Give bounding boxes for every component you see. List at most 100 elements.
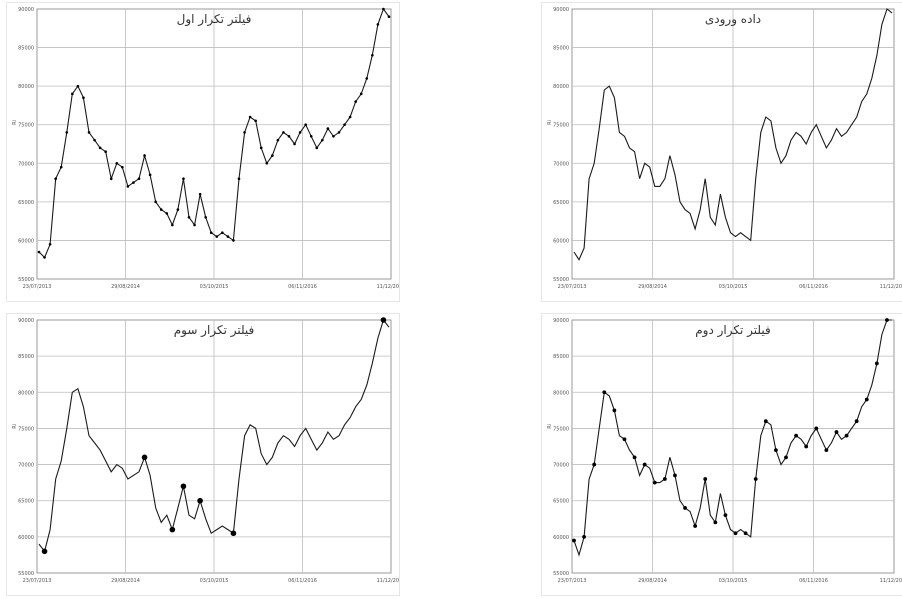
data-point [141,454,148,461]
x-tick-label: 03/10/2015 [200,578,229,584]
data-point [337,131,341,134]
y-tick-label: 80000 [553,84,569,90]
data-point [93,138,96,142]
data-point [622,437,627,442]
y-tick-label: 90000 [18,318,34,324]
data-point [165,212,169,215]
data-point [824,448,829,453]
data-point [343,123,346,127]
chart-title: فیلتر تکرار دوم [695,323,771,338]
data-point [98,146,102,150]
data-point [159,208,163,211]
data-point [683,506,687,510]
data-point [348,115,352,119]
data-point [298,131,302,134]
data-point [171,223,174,227]
data-point [784,455,788,460]
data-point [321,138,324,142]
y-tick-label: 85000 [553,354,569,360]
data-point [215,235,219,238]
data-point [148,173,152,177]
data-point [248,115,252,119]
y-tick-label: 55000 [18,571,34,577]
x-tick-label: 11/12/2017 [880,578,902,584]
data-point [126,185,130,188]
data-point [115,161,119,165]
y-tick-label: 70000 [553,463,569,469]
data-point [76,84,80,88]
y-axis-label: Ri [547,120,553,125]
data-point [874,361,879,366]
data-point [137,177,141,181]
data-point [332,134,335,138]
chart-panel-first-filter: 55000 60000 65000 70000 75000 80000 85000 90000… [6,2,400,302]
y-tick-label: 90000 [18,7,34,13]
data-point [169,526,176,533]
data-point [271,154,274,157]
chart-title: داده ورودی [705,12,761,27]
y-tick-label: 80000 [553,390,569,396]
x-tick-label: 29/08/2014 [111,578,140,584]
data-point [804,444,809,449]
y-tick-label: 80000 [18,390,34,396]
y-tick-label: 65000 [18,499,34,505]
chart-title: فیلتر تکرار سوم [174,323,255,338]
y-tick-label: 55000 [553,571,569,577]
data-point [43,256,46,259]
data-point [834,430,839,434]
data-point [221,231,224,235]
y-tick-label: 60000 [18,535,34,541]
y-tick-label: 65000 [553,499,569,505]
y-tick-label: 90000 [553,7,569,13]
data-point [154,200,157,204]
data-point [282,131,285,134]
series-line [573,8,893,261]
y-axis-label: Ri [12,120,18,125]
data-point [237,177,241,181]
data-point [65,131,69,134]
y-tick-label: 55000 [553,277,569,283]
y-tick-label: 70000 [18,463,34,469]
data-point [376,23,380,26]
data-point [41,548,48,555]
x-tick-label: 29/08/2014 [638,284,667,290]
x-tick-label: 11/12/2017 [377,578,399,584]
data-point [743,531,748,536]
x-tick-label: 23/07/2013 [23,578,52,584]
series-line [38,7,390,259]
x-tick-label: 11/12/2017 [880,284,902,290]
data-point [693,524,698,528]
data-point [287,134,291,138]
data-point [243,131,246,134]
data-point [763,419,768,424]
data-point [713,520,718,525]
chart-panel-third-filter: 55000 60000 65000 70000 75000 80000 85000 90000… [6,313,400,596]
data-point [82,96,85,100]
data-point [662,477,667,481]
data-point [104,150,107,154]
data-point [109,177,113,181]
x-tick-label: 23/07/2013 [23,284,52,290]
data-point [259,146,263,150]
y-tick-label: 85000 [18,46,34,52]
y-tick-label: 70000 [18,161,34,167]
data-point [143,154,146,157]
data-point [723,513,728,518]
y-tick-label: 85000 [18,354,34,360]
data-point [54,177,57,181]
y-tick-label: 75000 [553,426,569,432]
chart-svg-second-filter: 55000 60000 65000 70000 75000 80000 85000 90000… [547,318,902,584]
data-point [572,538,576,543]
x-tick-label: 06/11/2016 [799,578,828,584]
data-point [254,119,257,123]
data-point [198,192,202,196]
y-tick-label: 60000 [553,238,569,244]
data-point [652,480,657,485]
x-tick-label: 06/11/2016 [799,284,828,290]
data-point [309,134,313,138]
y-tick-label: 75000 [18,123,34,129]
data-point [176,208,180,211]
data-point [59,165,63,169]
data-point [193,223,196,227]
y-tick-label: 65000 [18,200,34,206]
